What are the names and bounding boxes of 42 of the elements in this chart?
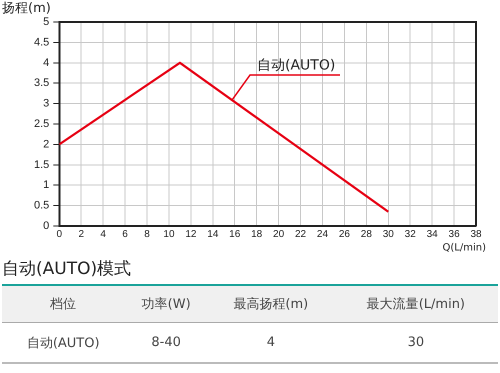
x-tick-label: 28: [360, 228, 372, 240]
x-tick-label: 0: [56, 228, 63, 240]
x-axis-title: Q(L/min): [442, 242, 486, 254]
x-tick-label: 12: [185, 228, 197, 240]
x-tick-label: 30: [382, 228, 394, 240]
y-tick-label: 2: [43, 138, 50, 150]
x-tick-label: 38: [470, 228, 482, 240]
x-tick-label: 32: [404, 228, 416, 240]
y-tick-label: 0.5: [34, 200, 50, 212]
y-tick-label: 1.5: [34, 158, 50, 171]
x-tick-label: 4: [100, 228, 106, 240]
text: 4: [208, 322, 334, 363]
x-tick-label: 22: [294, 228, 307, 240]
x-tick-label: 24: [316, 228, 328, 240]
x-tick-label: 8: [144, 228, 150, 240]
x-tick-label: 20: [273, 228, 285, 240]
x-tick-label: 34: [426, 228, 438, 240]
y-tick-label: 2.5: [34, 118, 50, 130]
y-axis-title: 扬程(m): [2, 0, 51, 16]
text: 最高扬程(m): [208, 285, 334, 322]
text: 功率(W): [124, 285, 208, 322]
text: 30: [334, 322, 498, 363]
x-tick-label: 14: [207, 228, 219, 240]
text: 自动(AUTO): [2, 322, 124, 363]
text: 8-40: [124, 322, 208, 363]
y-tick-label: 5: [43, 16, 50, 28]
y-tick-label: 1: [43, 179, 50, 192]
text: 自动(AUTO)模式: [2, 258, 132, 280]
text: 自动(AUTO): [257, 58, 336, 74]
x-tick-label: 26: [338, 228, 350, 240]
x-tick-label: 18: [251, 228, 263, 240]
y-tick-label: 4.5: [34, 36, 50, 48]
x-tick-label: 10: [163, 228, 175, 240]
y-tick-label: 3: [43, 98, 50, 110]
text: 最大流量(L/min): [334, 285, 498, 322]
x-tick-label: 36: [448, 228, 460, 240]
y-tick-label: 4: [43, 56, 50, 69]
x-tick-label: 16: [229, 228, 241, 240]
text: 档位: [2, 285, 124, 322]
y-tick-label: 3.5: [34, 77, 50, 90]
x-tick-label: 6: [122, 228, 128, 240]
x-tick-label: 2: [78, 228, 84, 240]
